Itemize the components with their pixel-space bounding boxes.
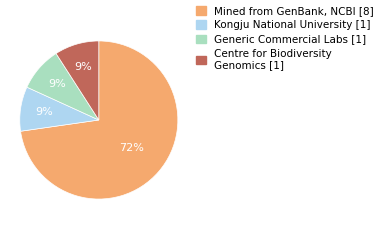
Wedge shape xyxy=(56,41,99,120)
Wedge shape xyxy=(21,41,178,199)
Text: 9%: 9% xyxy=(48,79,66,89)
Text: 9%: 9% xyxy=(74,62,92,72)
Wedge shape xyxy=(27,54,99,120)
Legend: Mined from GenBank, NCBI [8], Kongju National University [1], Generic Commercial: Mined from GenBank, NCBI [8], Kongju Nat… xyxy=(195,5,375,71)
Text: 9%: 9% xyxy=(35,107,53,117)
Text: 72%: 72% xyxy=(119,144,144,153)
Wedge shape xyxy=(20,87,99,131)
